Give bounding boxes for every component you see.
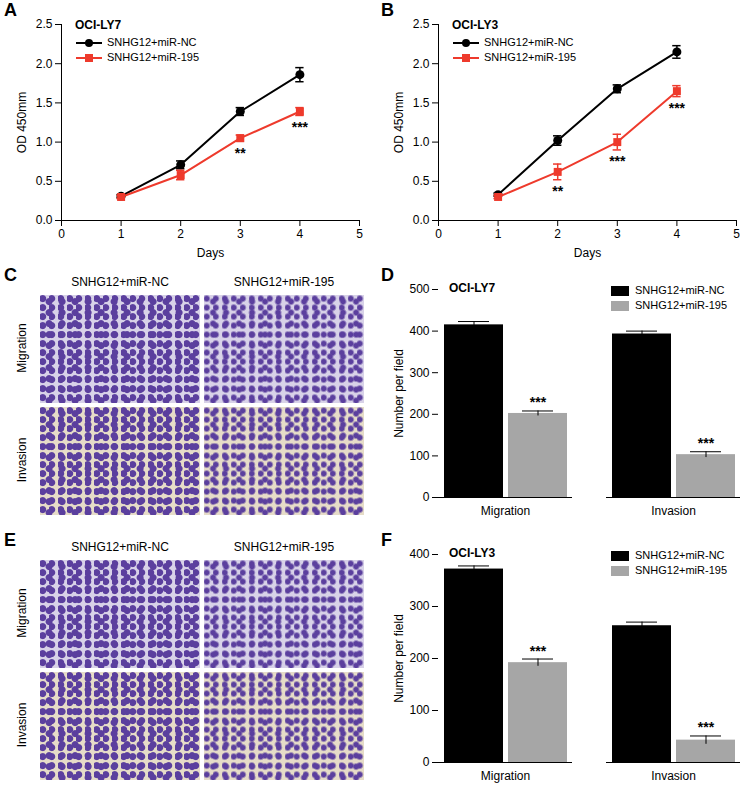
svg-text:0: 0 [423,755,430,769]
svg-text:1.5: 1.5 [36,96,53,110]
html-text:B: B [381,0,394,20]
svg-text:***: *** [698,435,715,451]
html-text:OCI-LY7: OCI-LY7 [449,281,496,295]
svg-text:***: *** [609,153,626,169]
html-text:OCI-LY3: OCI-LY3 [449,546,496,560]
html-text:SNHG12+miR-NC: SNHG12+miR-NC [484,36,574,48]
svg-text:2.0: 2.0 [413,57,430,71]
svg-text:0: 0 [423,490,430,504]
svg-text:***: *** [698,719,715,735]
html-text:F: F [381,530,392,550]
svg-text:300: 300 [409,366,429,380]
svg-text:500: 500 [409,282,429,296]
html-text:OCI-LY7: OCI-LY7 [75,18,122,32]
svg-text:**: ** [235,145,246,161]
svg-text:1.0: 1.0 [36,135,53,149]
svg-text:Invasion: Invasion [651,504,696,518]
html-text:SNHG12+miR-195: SNHG12+miR-195 [635,564,727,576]
html-text:Invasion: Invasion [15,437,29,483]
svg-text:4: 4 [297,227,304,241]
html-text:Migration: Migration [15,588,29,638]
html-text:SNHG12+miR-NC: SNHG12+miR-NC [71,275,169,289]
svg-text:0: 0 [58,227,65,241]
html-text:SNHG12+miR-195: SNHG12+miR-195 [635,299,727,311]
svg-text:2.5: 2.5 [413,17,430,31]
html-text:A: A [4,0,17,20]
html-text:SNHG12+miR-NC: SNHG12+miR-NC [635,284,725,296]
html-text:E: E [4,530,16,550]
svg-text:***: *** [669,100,686,116]
html-text:Migration: Migration [15,323,29,373]
svg-text:Number per field: Number per field [392,349,406,438]
svg-text:1.5: 1.5 [413,96,430,110]
svg-text:2.5: 2.5 [36,17,53,31]
html-text:Invasion: Invasion [15,702,29,748]
svg-text:2: 2 [554,227,561,241]
svg-text:Days: Days [574,246,601,260]
svg-text:3: 3 [237,227,244,241]
html-text:SNHG12+miR-195: SNHG12+miR-195 [484,51,576,63]
svg-text:200: 200 [409,407,429,421]
svg-text:OD 450mm: OD 450mm [15,92,29,153]
html-text:SNHG12+miR-195: SNHG12+miR-195 [233,540,335,554]
svg-text:Days: Days [197,246,224,260]
svg-text:1: 1 [118,227,125,241]
html-text:OCI-LY3: OCI-LY3 [452,18,499,32]
html-text:SNHG12+miR-NC: SNHG12+miR-NC [107,36,197,48]
svg-text:***: *** [530,394,547,410]
svg-text:3: 3 [614,227,621,241]
svg-text:100: 100 [409,703,429,717]
svg-text:0.0: 0.0 [413,213,430,227]
svg-text:OD 450mm: OD 450mm [392,92,406,153]
svg-text:5: 5 [356,227,363,241]
html-text:D: D [381,265,394,285]
svg-text:1.0: 1.0 [413,135,430,149]
svg-text:***: *** [530,643,547,659]
html-text:SNHG12+miR-195: SNHG12+miR-195 [233,275,335,289]
html-text:SNHG12+miR-NC: SNHG12+miR-NC [635,549,725,561]
svg-text:400: 400 [409,547,429,561]
svg-text:Migration: Migration [481,769,530,783]
svg-text:0.5: 0.5 [36,174,53,188]
svg-text:Migration: Migration [481,504,530,518]
html-text:SNHG12+miR-NC: SNHG12+miR-NC [71,540,169,554]
svg-text:100: 100 [409,449,429,463]
svg-text:300: 300 [409,599,429,613]
html-text:SNHG12+miR-195: SNHG12+miR-195 [107,51,199,63]
svg-text:200: 200 [409,651,429,665]
svg-text:**: ** [552,183,563,199]
html-text:C: C [4,265,17,285]
svg-text:2: 2 [177,227,184,241]
svg-text:1: 1 [495,227,502,241]
svg-text:2.0: 2.0 [36,57,53,71]
svg-text:400: 400 [409,324,429,338]
svg-text:0.5: 0.5 [413,174,430,188]
svg-text:***: *** [292,119,309,135]
svg-text:Invasion: Invasion [651,769,696,783]
svg-text:0: 0 [435,227,442,241]
svg-text:0.0: 0.0 [36,213,53,227]
svg-text:4: 4 [674,227,681,241]
svg-text:5: 5 [733,227,740,241]
svg-text:Number per field: Number per field [392,614,406,703]
